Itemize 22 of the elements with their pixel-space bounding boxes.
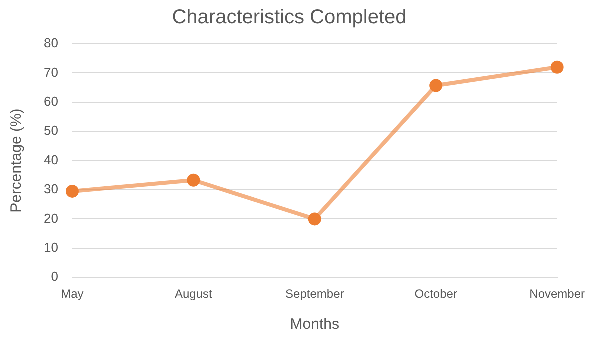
y-tick-label: 10 bbox=[44, 240, 58, 255]
point bbox=[66, 184, 79, 198]
y-tick-label: 60 bbox=[44, 94, 58, 109]
x-tick-label: August bbox=[174, 287, 214, 302]
x-tick-label: September bbox=[286, 287, 344, 302]
x-tick-label: May bbox=[61, 287, 84, 302]
y-axis-title: Percentage (%) bbox=[8, 108, 26, 213]
x-tick-label: October bbox=[414, 287, 458, 302]
point bbox=[430, 79, 443, 92]
y-tick-label: 50 bbox=[44, 123, 58, 138]
y-tick-label: 0 bbox=[51, 269, 58, 284]
y-tick-label: 20 bbox=[44, 210, 58, 226]
y-tick-label: 40 bbox=[44, 152, 58, 168]
y-tick-label: 70 bbox=[44, 64, 58, 80]
point bbox=[308, 212, 322, 226]
point bbox=[550, 60, 564, 74]
x-axis-title: Months bbox=[290, 316, 340, 334]
chart-title: Characteristics Completed bbox=[172, 6, 407, 29]
point bbox=[187, 174, 200, 187]
y-tick-label: 30 bbox=[44, 182, 58, 197]
y-tick-label: 80 bbox=[44, 36, 58, 51]
x-tick-label: November bbox=[530, 287, 586, 302]
